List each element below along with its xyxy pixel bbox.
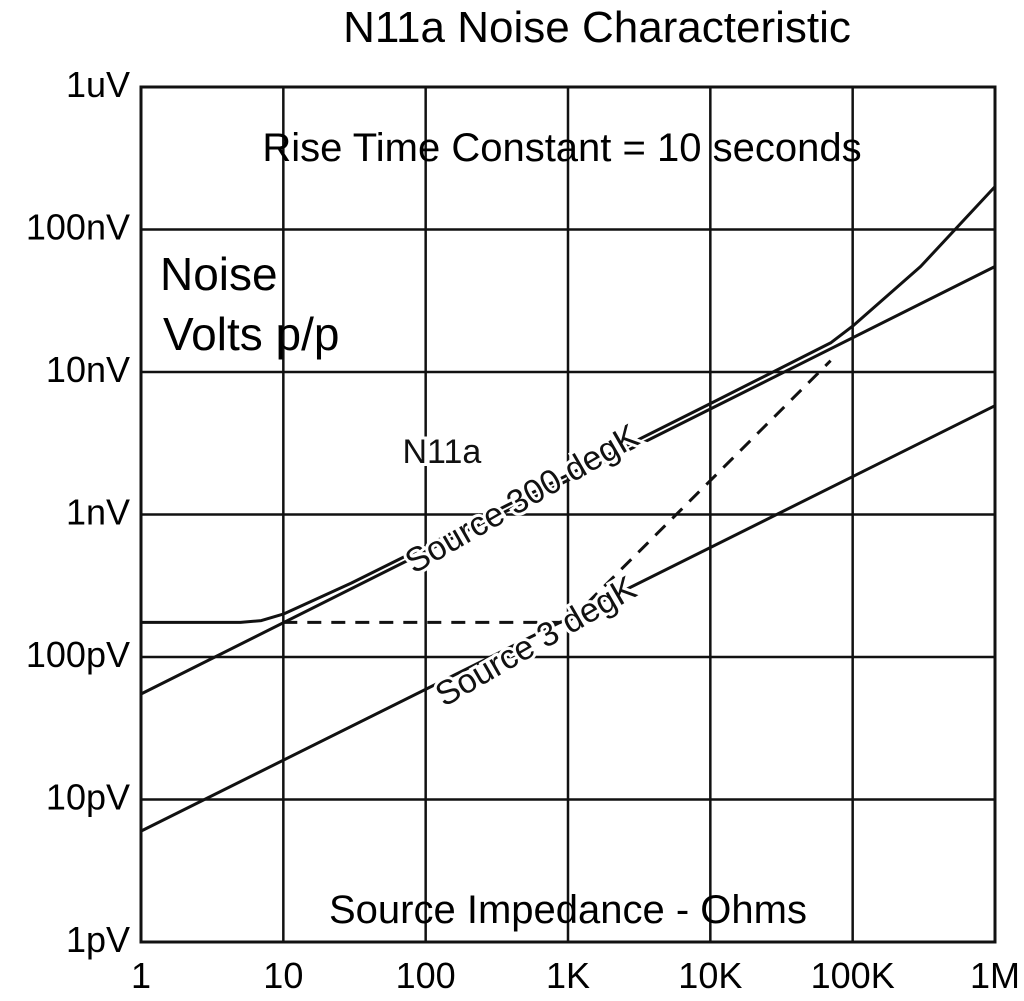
curve-label-n11a: N11a bbox=[403, 433, 482, 471]
x-tick-label-100k: 100K bbox=[811, 955, 895, 996]
series-line-n11a bbox=[141, 185, 997, 624]
series-line-dashed-3 bbox=[283, 359, 832, 624]
rise-time-annotation: Rise Time Constant = 10 seconds bbox=[262, 126, 861, 170]
x-axis-label: Source Impedance - Ohms bbox=[329, 888, 807, 932]
x-tick-label-1m: 1M bbox=[970, 955, 1020, 996]
series-line-source-3-degk bbox=[140, 404, 996, 833]
y-tick-label-1nv: 1nV bbox=[66, 492, 130, 533]
y-axis-label-line-1: Noise bbox=[160, 248, 278, 300]
curve-label-source-3-degk: Source 3 degK bbox=[429, 569, 643, 715]
y-tick-label-10pv: 10pV bbox=[46, 777, 130, 818]
x-tick-label-1k: 1K bbox=[546, 955, 590, 996]
y-tick-label-1uv: 1uV bbox=[66, 64, 130, 105]
x-tick-label-10: 10 bbox=[263, 955, 303, 996]
x-tick-labels: 1 10 100 1K 10K 100K 1M bbox=[131, 955, 1020, 996]
chart-title: N11a Noise Characteristic bbox=[343, 3, 851, 52]
y-tick-label-1pv: 1pV bbox=[66, 919, 130, 960]
plot-frame bbox=[139, 85, 997, 944]
y-tick-label-100nv: 100nV bbox=[26, 207, 130, 248]
y-tick-label-100pv: 100pV bbox=[26, 634, 130, 675]
x-tick-label-1: 1 bbox=[131, 955, 151, 996]
x-tick-label-100: 100 bbox=[396, 955, 456, 996]
y-tick-label-10nv: 10nV bbox=[46, 349, 130, 390]
series-group bbox=[140, 185, 997, 833]
grid-lines bbox=[141, 87, 995, 942]
x-tick-label-10k: 10K bbox=[678, 955, 742, 996]
y-tick-labels: 1pV 10pV 100pV 1nV 10nV 100nV 1uV bbox=[26, 64, 130, 960]
y-axis-label-line-2: Volts p/p bbox=[163, 308, 339, 360]
